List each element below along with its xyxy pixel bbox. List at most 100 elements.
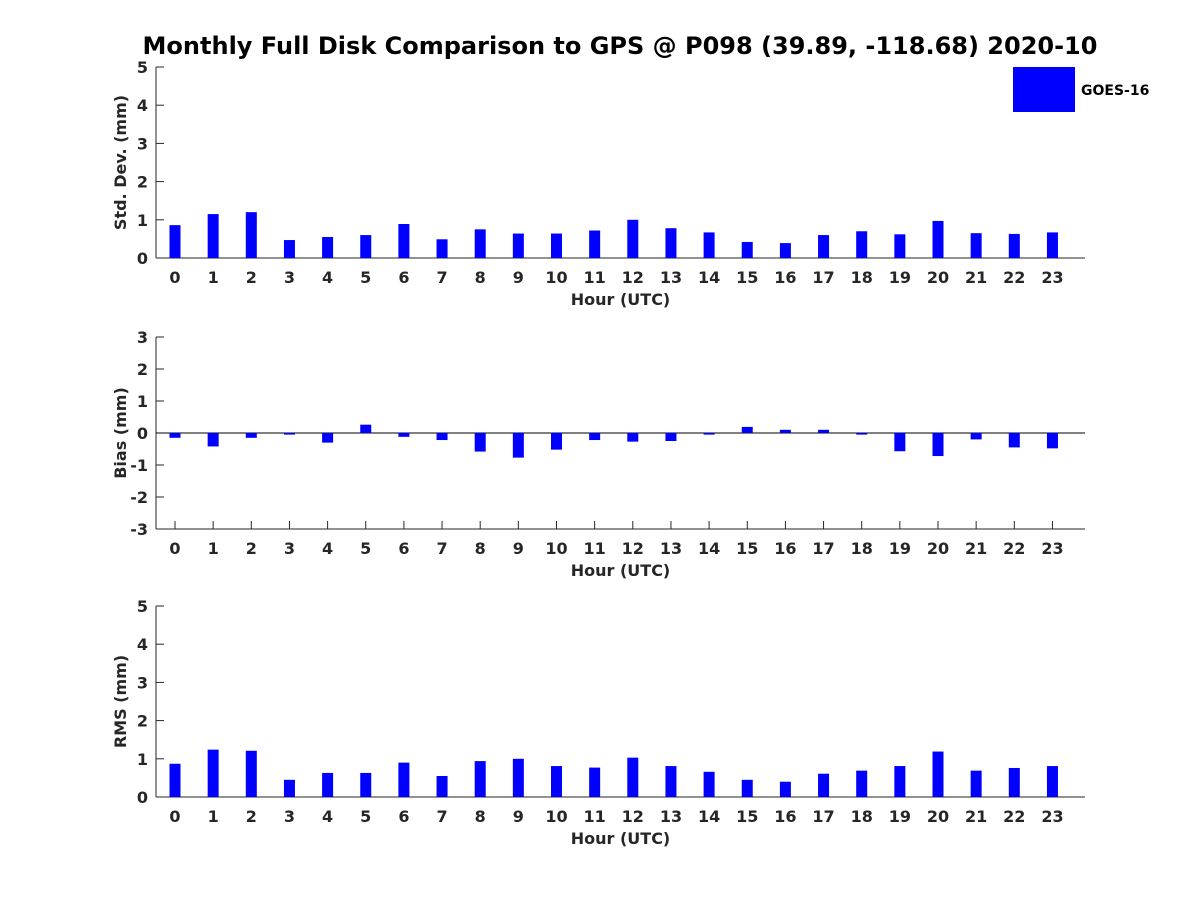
bias-x-tick-label: 13 (660, 539, 682, 558)
std-dev-y-tick-label: 1 (137, 211, 148, 230)
std-dev-x-tick-label: 1 (208, 268, 219, 287)
bias-bar (1046, 433, 1058, 449)
rms-y-tick-label: 2 (137, 712, 148, 731)
std-dev-bar (932, 220, 944, 258)
rms-bar (245, 750, 257, 797)
bias-y-tick-label: 0 (137, 424, 148, 443)
bias-y-tick-label: -1 (130, 456, 148, 475)
std-dev-y-axis-label: Std. Dev. (mm) (111, 95, 130, 230)
rms-bar (856, 770, 868, 797)
std-dev-bar (436, 239, 448, 258)
bias-bar (512, 433, 524, 458)
bias-y-tick-label: 2 (137, 360, 148, 379)
rms-x-tick-label: 6 (398, 807, 409, 826)
bias-x-tick-label: 2 (246, 539, 257, 558)
legend: GOES-16 (1013, 67, 1149, 112)
rms-x-tick-label: 22 (1003, 807, 1025, 826)
bias-y-tick-label: 1 (137, 392, 148, 411)
std-dev-bar (779, 243, 791, 258)
std-dev-y-tick-label: 0 (137, 249, 148, 268)
rms-bar (665, 766, 677, 797)
std-dev-x-tick-label: 22 (1003, 268, 1025, 287)
rms-bar (283, 779, 295, 797)
rms-bar (589, 767, 601, 797)
rms-bar (741, 779, 753, 797)
bias-x-tick-label: 18 (851, 539, 873, 558)
rms-y-tick-label: 3 (137, 673, 148, 692)
rms-x-axis-label: Hour (UTC) (571, 829, 671, 848)
legend-swatch (1013, 67, 1075, 112)
rms-bar (169, 763, 181, 797)
bias-x-tick-label: 7 (436, 539, 447, 558)
bias-bar (283, 433, 295, 435)
rms-x-tick-label: 12 (622, 807, 644, 826)
bias-y-tick-label: 3 (137, 328, 148, 347)
rms-bar (360, 772, 372, 797)
std-dev-bar (283, 240, 295, 258)
std-dev-bar (551, 233, 562, 258)
std-dev-y-tick-label: 3 (137, 134, 148, 153)
bias-x-axis-label: Hour (UTC) (571, 561, 671, 580)
bias-x-tick-label: 23 (1041, 539, 1063, 558)
bias-bar (322, 433, 334, 443)
rms-bar (627, 757, 639, 797)
bias-bar (551, 433, 562, 450)
bias-bar (703, 433, 715, 435)
std-dev-bar (169, 225, 181, 258)
bias-bar (856, 433, 868, 435)
rms-x-tick-label: 17 (812, 807, 834, 826)
rms-x-tick-label: 20 (927, 807, 949, 826)
std-dev-x-tick-label: 8 (475, 268, 486, 287)
bias-x-tick-label: 14 (698, 539, 720, 558)
std-dev-y-tick-label: 2 (137, 173, 148, 192)
bias-x-tick-label: 17 (812, 539, 834, 558)
bias-x-tick-label: 6 (398, 539, 409, 558)
rms-y-tick-label: 4 (137, 635, 148, 654)
std-dev-x-tick-label: 3 (284, 268, 295, 287)
bias-x-tick-label: 10 (545, 539, 567, 558)
rms-bar (894, 766, 906, 797)
bias-bar (436, 433, 448, 441)
bias-bar (627, 433, 639, 442)
rms-x-tick-label: 11 (584, 807, 606, 826)
std-dev-x-tick-label: 20 (927, 268, 949, 287)
rms-bar (703, 771, 715, 797)
bias-x-tick-label: 15 (736, 539, 758, 558)
std-dev-x-tick-label: 19 (889, 268, 911, 287)
rms-x-tick-label: 8 (475, 807, 486, 826)
bias-bar (169, 433, 181, 438)
std-dev-x-tick-label: 6 (398, 268, 409, 287)
std-dev-x-tick-label: 17 (812, 268, 834, 287)
std-dev-bar (474, 229, 486, 258)
rms-y-tick-label: 5 (137, 597, 148, 616)
std-dev-bar (1008, 233, 1020, 258)
bias-y-tick-label: -2 (130, 488, 148, 507)
bias-bar (818, 429, 830, 433)
rms-bar (818, 773, 830, 797)
std-dev-x-tick-label: 14 (698, 268, 720, 287)
rms-bar (322, 772, 334, 797)
figure-title: Monthly Full Disk Comparison to GPS @ P0… (143, 32, 1098, 60)
std-dev-bar (627, 219, 639, 258)
rms-x-tick-label: 23 (1041, 807, 1063, 826)
bias-x-tick-label: 11 (584, 539, 606, 558)
std-dev-x-tick-label: 23 (1041, 268, 1063, 287)
rms-bar (779, 781, 791, 797)
std-dev-bar (856, 231, 868, 258)
std-dev-bar (207, 214, 219, 258)
std-dev-bar (741, 241, 753, 258)
bias-x-tick-label: 16 (774, 539, 796, 558)
std-dev-bar (894, 234, 906, 258)
bias-x-tick-label: 20 (927, 539, 949, 558)
std-dev-x-axis-label: Hour (UTC) (571, 290, 671, 309)
std-dev-bar (970, 233, 982, 258)
rms-bar (207, 749, 219, 797)
bias-bar (589, 433, 601, 441)
rms-y-tick-label: 0 (137, 788, 148, 807)
rms-y-tick-label: 1 (137, 750, 148, 769)
std-dev-bar (703, 232, 715, 258)
rms-x-tick-label: 16 (774, 807, 796, 826)
rms-bar (970, 770, 982, 797)
rms-x-tick-label: 13 (660, 807, 682, 826)
